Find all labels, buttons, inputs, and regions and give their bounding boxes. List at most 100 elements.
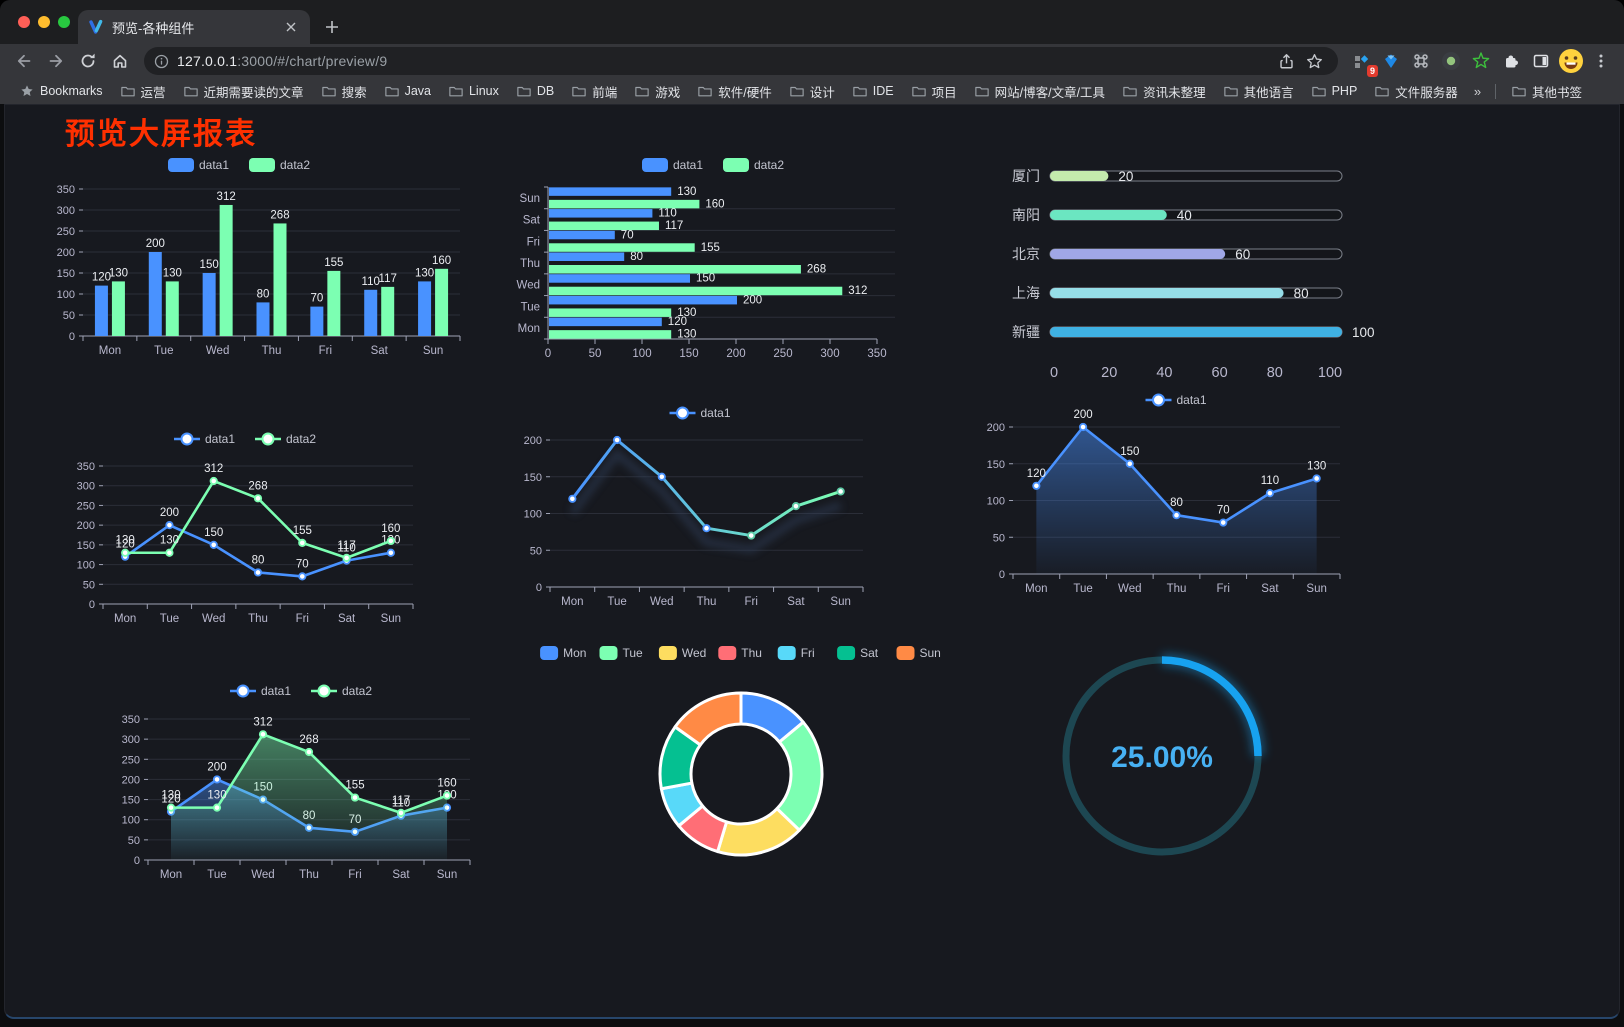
svg-text:Fri: Fri — [319, 345, 332, 357]
svg-text:data1: data1 — [205, 432, 235, 446]
svg-text:155: 155 — [701, 242, 720, 254]
svg-text:Wed: Wed — [1118, 583, 1141, 595]
home-button[interactable] — [106, 47, 134, 75]
site-favicon-icon — [88, 19, 104, 35]
svg-text:130: 130 — [677, 186, 696, 198]
other-bookmarks-folder[interactable]: 其他书签 — [1504, 80, 1590, 103]
tab-title: 预览-各种组件 — [112, 20, 195, 36]
svg-text:Sat: Sat — [338, 613, 356, 625]
bookmark-folder[interactable]: PHP — [1304, 82, 1366, 100]
bookmark-folder[interactable]: 搜索 — [314, 80, 375, 103]
zoom-window-button[interactable] — [58, 16, 70, 28]
svg-text:Mon: Mon — [99, 345, 121, 357]
extension-gem-icon[interactable] — [1378, 48, 1404, 74]
svg-text:312: 312 — [217, 191, 236, 203]
bookmark-folder[interactable]: 项目 — [904, 80, 965, 103]
svg-text:312: 312 — [253, 716, 272, 728]
bookmark-folder[interactable]: 其他语言 — [1216, 80, 1302, 103]
tab-close-icon[interactable] — [282, 18, 300, 36]
bookmark-folder[interactable]: 网站/博客/文章/工具 — [967, 80, 1113, 103]
svg-text:Tue: Tue — [160, 613, 179, 625]
svg-text:150: 150 — [200, 259, 219, 271]
bookmarks-overflow-chevron[interactable]: » — [1473, 83, 1482, 99]
svg-text:200: 200 — [160, 507, 179, 519]
svg-text:150: 150 — [122, 795, 140, 807]
svg-text:data2: data2 — [754, 158, 784, 172]
minimize-window-button[interactable] — [38, 16, 50, 28]
folder-icon — [120, 86, 135, 97]
svg-text:Fri: Fri — [296, 613, 309, 625]
browser-menu-icon[interactable] — [1588, 48, 1614, 74]
svg-text:data2: data2 — [342, 684, 372, 698]
extension-xdebug-star-icon[interactable] — [1468, 48, 1494, 74]
close-window-button[interactable] — [18, 16, 30, 28]
svg-text:250: 250 — [122, 754, 140, 766]
svg-text:40: 40 — [1156, 365, 1172, 381]
svg-text:Sun: Sun — [920, 646, 941, 660]
svg-text:50: 50 — [589, 348, 602, 360]
folder-icon — [183, 86, 198, 97]
bookmark-folder[interactable]: DB — [509, 82, 562, 100]
svg-text:Tue: Tue — [607, 596, 626, 608]
back-button[interactable] — [10, 47, 38, 75]
svg-text:Wed: Wed — [650, 596, 673, 608]
extension-command-icon[interactable] — [1408, 48, 1434, 74]
svg-text:130: 130 — [677, 329, 696, 341]
address-bar[interactable]: 127.0.0.1:3000/#/chart/preview/9 — [144, 47, 1338, 75]
svg-text:130: 130 — [207, 790, 226, 802]
bookmark-folder[interactable]: Java — [377, 82, 439, 100]
bookmark-folder[interactable]: Linux — [441, 82, 507, 100]
svg-text:268: 268 — [248, 480, 267, 492]
svg-text:Thu: Thu — [262, 345, 282, 357]
bookmarks-root[interactable]: Bookmarks — [12, 82, 111, 100]
svg-text:150: 150 — [696, 273, 715, 285]
svg-text:Sat: Sat — [392, 869, 410, 881]
folder-icon — [384, 86, 399, 97]
svg-text:Sun: Sun — [381, 613, 401, 625]
folder-icon — [449, 86, 463, 97]
extension-grid-icon[interactable]: 9 — [1348, 48, 1378, 77]
site-info-icon[interactable] — [154, 54, 169, 69]
svg-text:Wed: Wed — [206, 345, 229, 357]
share-icon[interactable] — [1272, 47, 1300, 75]
svg-text:70: 70 — [621, 229, 634, 241]
svg-text:160: 160 — [381, 523, 400, 535]
svg-text:110: 110 — [392, 798, 410, 810]
svg-text:Mon: Mon — [518, 323, 540, 335]
bookmark-folder[interactable]: 软件/硬件 — [690, 80, 779, 103]
svg-text:130: 130 — [1307, 460, 1326, 472]
svg-text:data2: data2 — [280, 158, 310, 172]
svg-text:200: 200 — [987, 422, 1005, 434]
folder-icon — [635, 86, 649, 97]
svg-text:150: 150 — [987, 459, 1005, 471]
svg-text:80: 80 — [1294, 286, 1309, 301]
svg-text:160: 160 — [437, 778, 456, 790]
bookmark-star-icon[interactable] — [1300, 47, 1328, 75]
svg-text:Tue: Tue — [1073, 583, 1092, 595]
bookmark-folder[interactable]: 资讯未整理 — [1115, 80, 1214, 103]
sidebar-toggle-icon[interactable] — [1528, 48, 1554, 74]
svg-text:80: 80 — [257, 288, 270, 300]
svg-text:0: 0 — [1050, 365, 1058, 381]
extension-record-icon[interactable] — [1438, 48, 1464, 74]
svg-text:Wed: Wed — [682, 646, 706, 660]
bookmark-folder[interactable]: IDE — [845, 82, 902, 100]
browser-tab[interactable]: 预览-各种组件 — [78, 10, 310, 44]
forward-button[interactable] — [42, 47, 70, 75]
extensions-puzzle-icon[interactable] — [1498, 48, 1524, 74]
bookmark-folder[interactable]: 运营 — [113, 80, 174, 103]
bookmark-folder[interactable]: 游戏 — [627, 80, 688, 103]
svg-text:100: 100 — [77, 560, 95, 572]
profile-avatar[interactable] — [1558, 48, 1584, 74]
bookmark-folder[interactable]: 设计 — [782, 80, 843, 103]
svg-text:117: 117 — [379, 273, 397, 285]
svg-text:Wed: Wed — [517, 280, 540, 292]
bookmark-folder[interactable]: 文件服务器 — [1367, 80, 1466, 103]
svg-text:100: 100 — [987, 496, 1005, 508]
reload-button[interactable] — [74, 47, 102, 75]
star-icon — [21, 85, 33, 96]
svg-text:70: 70 — [1217, 505, 1230, 517]
bookmark-folder[interactable]: 近期需要读的文章 — [176, 80, 312, 103]
bookmark-folder[interactable]: 前端 — [564, 80, 625, 103]
new-tab-button[interactable] — [318, 13, 346, 41]
